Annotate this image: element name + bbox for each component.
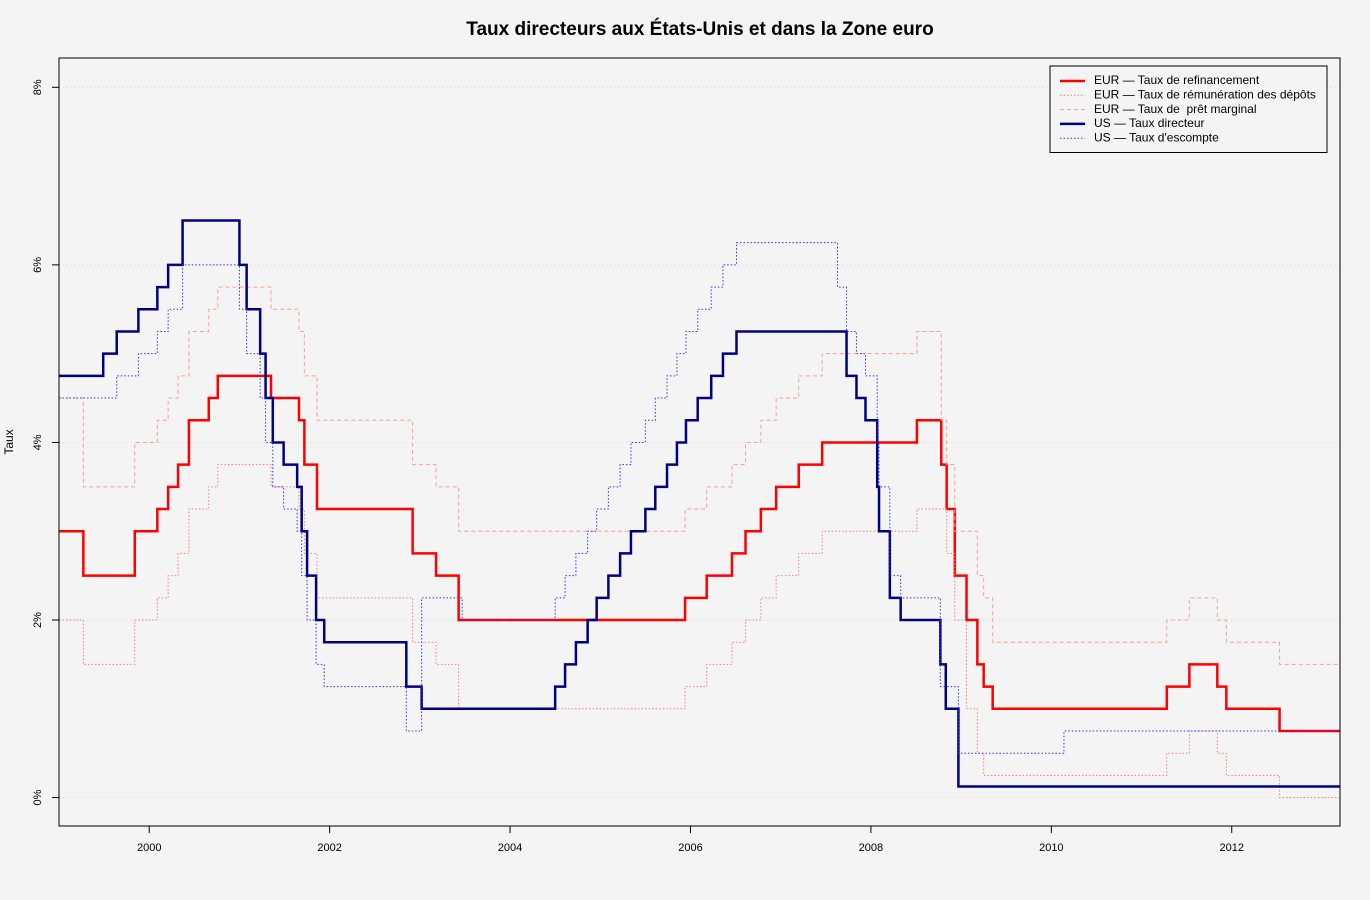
y-tick-label: 2% [32,612,44,628]
series-line [59,464,1340,799]
y-tick-label: 6% [32,257,44,273]
y-axis-label: Taux [2,429,16,454]
legend-box [1049,65,1328,153]
y-tick-label: 0% [32,789,44,805]
series-line [59,374,1340,733]
legend-label: EUR — Taux de prêt marginal [1094,102,1257,116]
x-tick-label: 2002 [317,842,341,854]
x-tick-label: 2008 [859,842,883,854]
legend-label: US — Taux d'escompte [1094,130,1219,144]
y-tick-label: 8% [32,79,44,95]
x-tick-label: 2010 [1039,842,1063,854]
plot-frame [58,57,1341,827]
series-line [59,286,1340,665]
series-line [59,219,1340,788]
chart-title: Taux directeurs aux États-Unis et dans l… [466,18,933,40]
x-tick-label: 2006 [678,842,702,854]
legend-label: EUR — Taux de refinancement [1094,73,1260,87]
y-tick-label: 4% [32,434,44,450]
x-tick-label: 2012 [1220,842,1244,854]
legend-label: US — Taux directeur [1094,116,1205,130]
x-tick-label: 2004 [498,842,522,854]
x-tick-label: 2000 [137,842,161,854]
legend-label: EUR — Taux de rémunération des dépôts [1094,87,1316,101]
